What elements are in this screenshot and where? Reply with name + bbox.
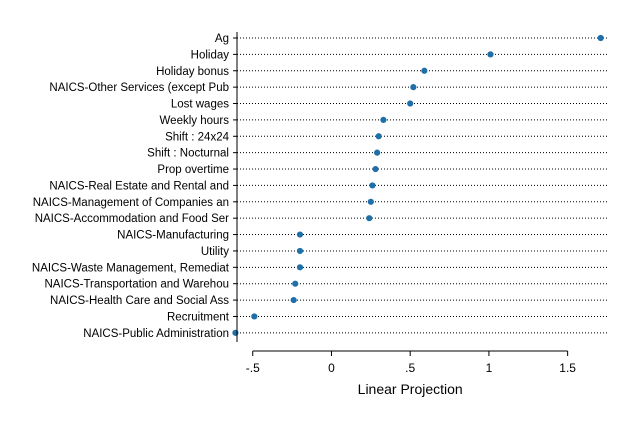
category-label: Recruitment (167, 311, 230, 323)
category-label: NAICS-Waste Management, Remediat (32, 262, 230, 274)
data-point (375, 133, 382, 140)
data-point (369, 182, 376, 189)
x-tick-label: -.5 (246, 361, 260, 375)
data-point (296, 264, 304, 271)
x-tick-label: .5 (405, 361, 415, 375)
category-label: NAICS-Other Services (except Pub (49, 82, 229, 94)
data-point (290, 296, 297, 304)
category-label: Shift : 24x24 (165, 131, 230, 143)
category-label: NAICS-Manufacturing (117, 230, 229, 242)
category-label: Prop overtime (157, 164, 229, 176)
x-ticks: -.5 0 .5 1 1.5 (246, 351, 576, 375)
data-point (410, 84, 417, 91)
category-label: NAICS-Transportation and Warehou (44, 279, 229, 291)
data-point (407, 100, 414, 107)
data-point (292, 280, 299, 287)
data-point (296, 231, 304, 238)
data-point (251, 313, 258, 320)
category-label: NAICS-Real Estate and Rental and (49, 180, 229, 192)
category-label: NAICS-Management of Companies an (33, 197, 229, 209)
data-point (367, 198, 374, 205)
category-label: NAICS-Health Care and Social Ass (50, 295, 229, 307)
category-label: Holiday (191, 49, 230, 61)
category-label: NAICS-Public Administration (83, 328, 229, 340)
data-point (232, 329, 239, 336)
data-point (487, 51, 494, 58)
x-tick-label: 0 (328, 361, 335, 375)
category-label: NAICS-Accommodation and Food Ser (35, 213, 229, 225)
data-point (366, 215, 373, 222)
data-point (372, 165, 379, 173)
category-label: Utility (201, 246, 229, 258)
data-point (374, 149, 381, 156)
category-label: Weekly hours (160, 115, 230, 127)
category-rows: Ag Holiday Holiday bonus NAICS-Other Servic… (32, 33, 607, 340)
x-tick-label: 1.5 (559, 361, 576, 375)
category-label: Ag (215, 33, 229, 45)
x-axis-title: Linear Projection (358, 381, 463, 397)
data-point (380, 116, 387, 123)
category-label: Holiday bonus (156, 66, 229, 78)
category-label: Lost wages (171, 99, 229, 111)
data-point (597, 34, 604, 42)
x-tick-label: 1 (486, 361, 493, 375)
category-label: Shift : Nocturnal (147, 148, 229, 160)
data-point (421, 67, 428, 74)
data-point (296, 247, 304, 255)
